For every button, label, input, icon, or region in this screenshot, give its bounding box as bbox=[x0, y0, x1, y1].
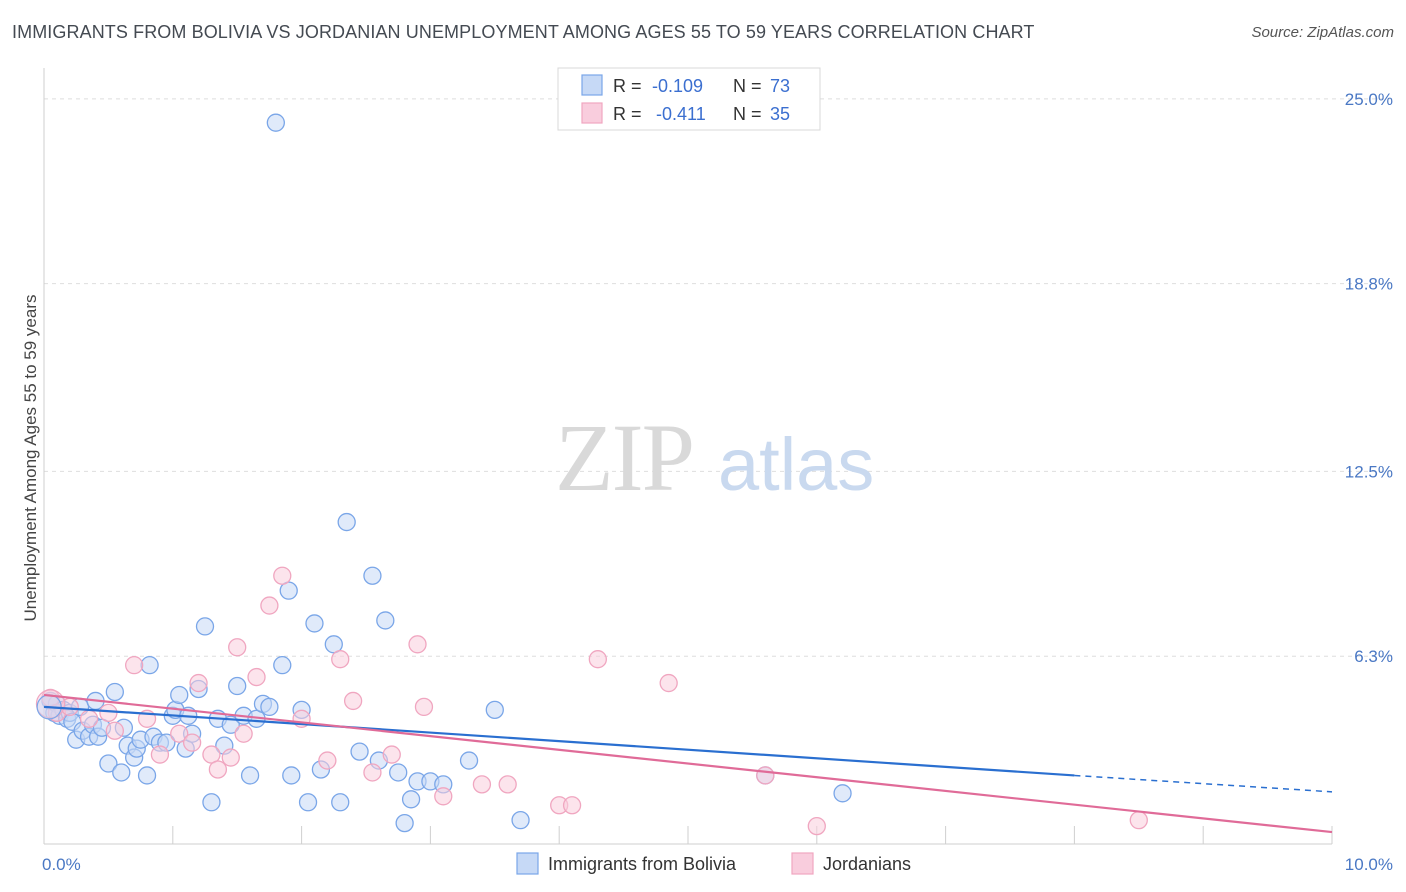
jordanians-point-14 bbox=[221, 748, 240, 767]
jordanians-point-33 bbox=[756, 766, 775, 785]
bolivia-point-72 bbox=[395, 813, 414, 833]
jordanians-point-9 bbox=[170, 724, 189, 743]
bolivia-point-31 bbox=[170, 685, 189, 705]
stats-r-value-2: -0.411 bbox=[656, 104, 706, 124]
x-tick-labels: 0.0% 10.0% bbox=[42, 855, 1393, 874]
chart-title: IMMIGRANTS FROM BOLIVIA VS JORDANIAN UNE… bbox=[12, 22, 1035, 42]
jordanians-point-37 bbox=[659, 673, 678, 693]
jordanians-point-34 bbox=[807, 816, 826, 836]
bolivia-point-68 bbox=[485, 700, 504, 720]
jordanians-point-29 bbox=[472, 775, 492, 794]
bolivia-point-43 bbox=[240, 766, 260, 785]
legend-swatch-bolivia bbox=[516, 852, 539, 875]
bolivia-point-57 bbox=[337, 512, 356, 532]
jordanians-point-16 bbox=[234, 724, 253, 743]
legend-label-bolivia: Immigrants from Bolivia bbox=[548, 854, 737, 874]
jordanians-point-22 bbox=[331, 650, 350, 669]
trend-lines bbox=[43, 693, 1333, 834]
jordanians-point-6 bbox=[125, 656, 144, 675]
bolivia-point-52 bbox=[298, 793, 318, 812]
jordanians-trend-line bbox=[43, 693, 1333, 834]
bolivia-point-24 bbox=[137, 766, 157, 785]
jordanians-point-10 bbox=[182, 733, 202, 752]
bolivia-point-48 bbox=[273, 656, 292, 675]
bolivia-point-62 bbox=[389, 763, 408, 782]
bolivia-point-58 bbox=[350, 742, 369, 761]
watermark-atlas: atlas bbox=[718, 423, 874, 506]
bolivia-point-17 bbox=[105, 682, 124, 702]
jordanians-point-19 bbox=[273, 566, 292, 585]
y-tick-label-2: 18.8% bbox=[1345, 275, 1393, 294]
source-credit: Source: ZipAtlas.com bbox=[1251, 24, 1394, 41]
stats-r-value-1: -0.109 bbox=[652, 76, 703, 96]
x-tick-label-1: 10.0% bbox=[1345, 855, 1393, 874]
bolivia-point-67 bbox=[459, 751, 479, 770]
watermark-zip: ZIP bbox=[555, 404, 693, 511]
bolivia-point-36 bbox=[195, 617, 215, 636]
y-axis-label: Unemployment Among Ages 55 to 59 years bbox=[21, 295, 40, 622]
bolivia-point-16 bbox=[99, 754, 118, 773]
bolivia-point-53 bbox=[305, 614, 324, 633]
bolivia-point-25 bbox=[140, 656, 159, 675]
jordanians-point-18 bbox=[260, 596, 279, 615]
jordanians-point-5 bbox=[105, 721, 124, 740]
jordanians-point-24 bbox=[363, 763, 382, 782]
y-tick-label-1: 12.5% bbox=[1345, 462, 1393, 481]
bolivia-point-63 bbox=[401, 790, 421, 809]
bolivia-point-71 bbox=[833, 784, 852, 803]
jordanians-point-32 bbox=[588, 650, 607, 669]
jordanians-point-26 bbox=[408, 635, 427, 654]
jordanians-point-15 bbox=[228, 638, 247, 657]
stats-n-value-1: 73 bbox=[770, 76, 790, 96]
legend-swatch-jordanians bbox=[791, 852, 814, 875]
bolivia-trend-line bbox=[43, 705, 1075, 777]
bolivia-point-47 bbox=[266, 113, 285, 132]
bolivia-point-59 bbox=[363, 566, 382, 585]
bolivia-point-50 bbox=[282, 766, 301, 785]
bolivia-point-56 bbox=[331, 793, 350, 812]
jordanians-point-23 bbox=[343, 691, 363, 711]
bolivia-point-69 bbox=[511, 811, 530, 830]
y-tick-labels: 6.3% 12.5% 18.8% 25.0% bbox=[1345, 90, 1393, 666]
series-legend: Immigrants from Bolivia Jordanians bbox=[516, 852, 911, 875]
jordanians-point-25 bbox=[382, 745, 401, 764]
legend-label-jordanians: Jordanians bbox=[823, 854, 911, 874]
axes bbox=[43, 68, 1333, 845]
jordanians-point-8 bbox=[150, 745, 170, 764]
jordanians-point-27 bbox=[414, 697, 434, 717]
stats-swatch-bolivia bbox=[581, 74, 603, 96]
stats-swatch-jordanians bbox=[581, 102, 603, 124]
jordanians-point-4 bbox=[99, 703, 118, 722]
bolivia-point-18 bbox=[112, 763, 131, 782]
stats-r-label-2: R = bbox=[613, 104, 642, 124]
jordanians-point-35 bbox=[1129, 811, 1148, 830]
watermark: ZIP atlas bbox=[555, 404, 874, 511]
y-tick-label-3: 25.0% bbox=[1345, 90, 1393, 109]
jordanians-point-36 bbox=[562, 796, 582, 815]
x-tick-label-0: 0.0% bbox=[42, 855, 81, 874]
gridlines bbox=[44, 98, 1392, 657]
stats-n-label-1: N = bbox=[733, 76, 762, 96]
bolivia-point-37 bbox=[202, 793, 221, 812]
jordanians-point-28 bbox=[434, 787, 453, 806]
bolivia-point-41 bbox=[228, 676, 247, 696]
jordanians-point-11 bbox=[189, 673, 208, 693]
y-tick-label-0: 6.3% bbox=[1354, 647, 1393, 666]
jordanians-point-21 bbox=[318, 751, 337, 770]
bolivia-trend-extension bbox=[1074, 774, 1333, 793]
stats-legend: R = -0.109 N = 73 R = -0.411 N = 35 bbox=[557, 67, 821, 131]
bolivia-point-46 bbox=[260, 697, 279, 717]
jordanians-point-3 bbox=[79, 709, 99, 728]
jordanians-point-13 bbox=[208, 760, 228, 779]
jordanians-point-30 bbox=[498, 775, 517, 794]
stats-n-label-2: N = bbox=[733, 104, 762, 124]
bolivia-point-61 bbox=[376, 611, 395, 630]
stats-n-value-2: 35 bbox=[770, 104, 790, 124]
stats-r-label-1: R = bbox=[613, 76, 642, 96]
jordanians-point-17 bbox=[247, 667, 266, 687]
